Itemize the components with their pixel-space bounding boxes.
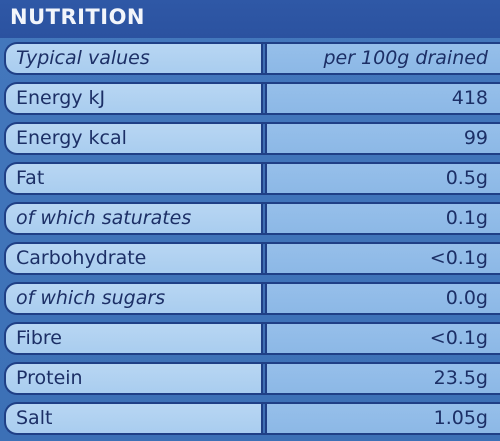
cell-divider [261,244,267,273]
row-value: 0.1g [445,207,488,229]
table-row: Energy kcal 99 [4,122,500,155]
value-cell [265,284,500,313]
row-value: 0.0g [445,287,488,309]
nutrition-table: Typical values per 100g drained Energy k… [4,42,500,441]
nutrition-title: NUTRITION [10,5,146,29]
row-label: of which sugars [16,287,166,309]
row-label: Carbohydrate [16,247,147,269]
cell-divider [261,124,267,153]
row-value: <0.1g [429,327,488,349]
value-cell [265,44,500,73]
table-header-row: Typical values per 100g drained [4,42,500,75]
row-label: Protein [16,367,83,389]
cell-divider [261,44,267,73]
value-cell [265,244,500,273]
row-label: of which saturates [16,207,192,229]
cell-divider [261,324,267,353]
table-row: Fat 0.5g [4,162,500,195]
row-label: Salt [16,407,53,429]
row-label: Energy kcal [16,127,127,149]
value-cell [265,164,500,193]
row-value: 0.5g [445,167,488,189]
row-label: Energy kJ [16,87,106,109]
table-row: Fibre <0.1g [4,322,500,355]
value-cell [265,364,500,393]
column-header-label: Typical values [16,47,150,69]
value-cell [265,324,500,353]
value-cell [265,84,500,113]
cell-divider [261,164,267,193]
row-value: 1.05g [433,407,488,429]
table-row: Protein 23.5g [4,362,500,395]
cell-divider [261,404,267,433]
row-value: 99 [463,127,488,149]
row-value: 23.5g [433,367,488,389]
row-value: <0.1g [429,247,488,269]
table-row: Carbohydrate <0.1g [4,242,500,275]
row-value: 418 [451,87,488,109]
table-row: Salt 1.05g [4,402,500,435]
value-cell [265,404,500,433]
value-cell [265,204,500,233]
nutrition-header: NUTRITION [0,0,500,38]
table-row: of which saturates 0.1g [4,202,500,235]
row-label: Fibre [16,327,62,349]
cell-divider [261,284,267,313]
value-cell [265,124,500,153]
row-label: Fat [16,167,45,189]
table-row: Energy kJ 418 [4,82,500,115]
table-row: of which sugars 0.0g [4,282,500,315]
cell-divider [261,204,267,233]
cell-divider [261,84,267,113]
cell-divider [261,364,267,393]
column-header-value: per 100g drained [323,47,488,69]
